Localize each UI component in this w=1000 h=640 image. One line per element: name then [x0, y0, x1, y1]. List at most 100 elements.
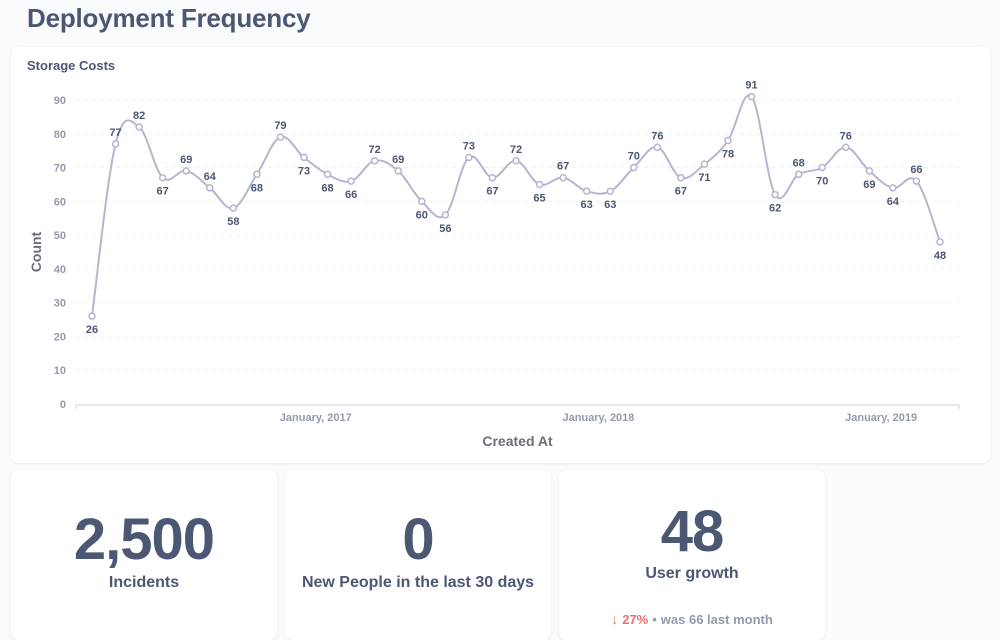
y-tick-label: 20 [54, 331, 66, 343]
chart-title[interactable]: Storage Costs [27, 58, 116, 73]
data-label: 91 [745, 80, 757, 92]
y-tick-label: 90 [54, 95, 66, 107]
data-point [936, 238, 944, 246]
scalar-value: 0 [402, 507, 434, 572]
data-point [347, 177, 355, 185]
y-tick-label: 80 [54, 129, 66, 141]
data-point [300, 153, 308, 162]
data-point [771, 190, 779, 199]
series-line [91, 94, 941, 317]
data-point [677, 173, 685, 182]
data-label: 72 [510, 144, 522, 156]
scalar-card-incidents[interactable]: 2,500 Incidents [11, 470, 277, 640]
data-point [418, 197, 426, 206]
scalar-label: New People in the last 30 days [301, 574, 535, 591]
data-label: 69 [180, 154, 192, 166]
data-point [229, 204, 238, 212]
data-point [441, 211, 450, 219]
data-label: 71 [698, 172, 710, 184]
data-label: 79 [274, 120, 286, 132]
data-point [182, 167, 190, 175]
data-point [206, 184, 214, 192]
y-tick-label: 50 [54, 230, 66, 242]
data-point [394, 167, 402, 175]
scalar-value: 2,500 [73, 507, 215, 572]
data-label: 64 [204, 171, 217, 183]
data-point [465, 153, 473, 162]
y-tick-label: 70 [54, 163, 66, 175]
data-label: 69 [863, 179, 875, 191]
data-label: 76 [651, 130, 663, 142]
data-label: 63 [581, 199, 593, 211]
data-label: 67 [675, 186, 687, 198]
data-point [794, 170, 803, 179]
data-label: 70 [628, 151, 640, 163]
data-point [370, 157, 379, 165]
data-label: 65 [533, 192, 545, 204]
data-label: 67 [557, 161, 569, 173]
x-tick-label: January, 2018 [562, 412, 634, 424]
data-point [488, 173, 497, 182]
data-point [88, 312, 96, 320]
data-label: 66 [910, 164, 922, 176]
scalar-value: 48 [660, 499, 725, 564]
data-label: 73 [463, 140, 475, 152]
data-label: 72 [369, 144, 381, 156]
data-label: 63 [604, 199, 616, 211]
data-label: 82 [133, 110, 145, 122]
data-label: 60 [416, 209, 428, 221]
data-label: 73 [298, 165, 310, 177]
y-tick-label: 10 [54, 365, 66, 377]
data-label: 76 [840, 130, 852, 142]
y-tick-label: 30 [54, 298, 66, 310]
data-point [889, 184, 897, 192]
scalar-label: Incidents [108, 574, 180, 591]
data-point [842, 143, 850, 152]
y-tick-label: 60 [54, 196, 66, 208]
data-point [606, 187, 614, 195]
data-label: 70 [816, 176, 828, 188]
data-label: 68 [321, 182, 333, 194]
data-label: 26 [86, 324, 98, 336]
data-point [582, 187, 591, 195]
y-tick-label: 0 [60, 399, 66, 411]
scalar-card-user-growth[interactable]: 48 User growth ↓ 27% • was 66 last month [559, 470, 825, 640]
data-point [865, 167, 874, 175]
data-point [818, 163, 826, 172]
data-point [135, 123, 143, 131]
data-label: 66 [345, 189, 357, 201]
x-tick-label: January, 2019 [845, 412, 917, 424]
data-label: 62 [769, 203, 781, 215]
data-point [158, 173, 167, 182]
comparison-percent: 27% [622, 612, 649, 627]
comparison: ↓ 27% • was 66 last month [559, 611, 825, 627]
data-label: 68 [251, 182, 263, 194]
data-point [653, 143, 662, 152]
data-point [535, 180, 544, 189]
y-axis-title: Count [28, 231, 44, 272]
dashboard-title: Deployment Frequency [27, 3, 311, 33]
chart-card-storage-costs[interactable]: Storage Costs 0 10 20 30 40 50 60 70 80 90 January… [11, 47, 990, 463]
data-point [323, 170, 332, 179]
line-chart: 0 10 20 30 40 50 60 70 80 90 January, 2017 January,… [28, 80, 960, 449]
data-point [912, 177, 921, 185]
data-label: 67 [486, 186, 498, 198]
data-label: 68 [793, 157, 805, 169]
data-point [630, 163, 638, 172]
comparison-text: was 66 last month [660, 612, 773, 627]
data-point [512, 157, 520, 165]
y-tick-label: 40 [54, 264, 66, 276]
scalar-card-new-people[interactable]: 0 New People in the last 30 days [285, 470, 551, 640]
data-point [111, 140, 120, 148]
data-label: 78 [722, 149, 734, 161]
data-point [276, 133, 285, 141]
data-point [700, 160, 709, 168]
x-tick-label: January, 2017 [280, 412, 352, 424]
data-point [724, 136, 732, 145]
data-label: 67 [157, 186, 169, 198]
data-point [559, 173, 567, 182]
data-point [253, 170, 261, 179]
data-label: 77 [109, 127, 121, 139]
data-label: 69 [392, 154, 404, 166]
data-label: 48 [934, 250, 946, 262]
